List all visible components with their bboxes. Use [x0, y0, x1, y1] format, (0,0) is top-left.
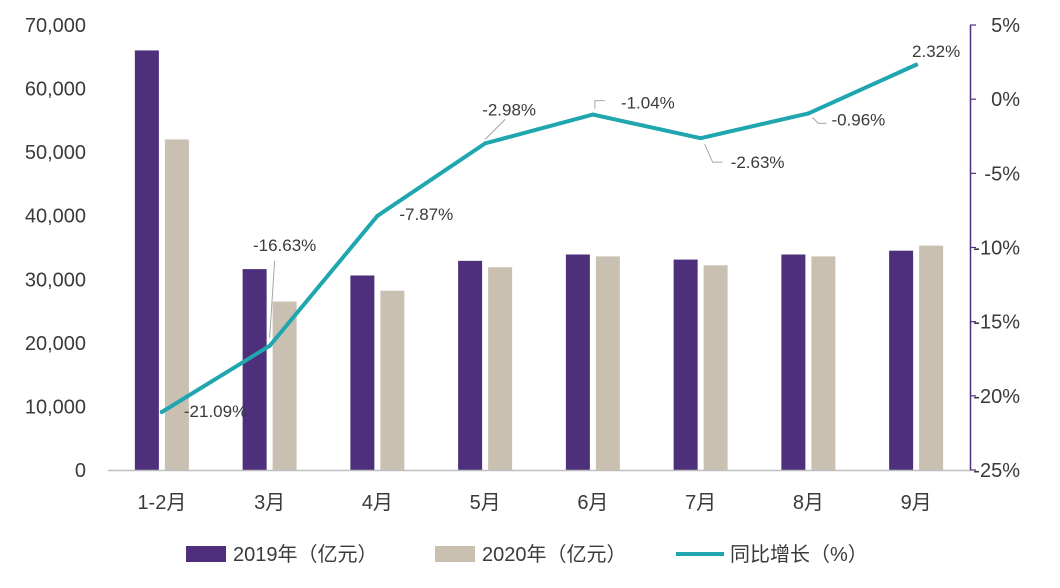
- bar-2019: [889, 250, 914, 470]
- y-left-tick-label: 10,000: [25, 396, 86, 418]
- bar-2020: [919, 245, 944, 470]
- growth-data-label: -1.04%: [621, 94, 675, 113]
- growth-point: [590, 112, 595, 117]
- x-tick-label: 4月: [362, 492, 393, 514]
- x-tick-label: 9月: [901, 492, 932, 514]
- growth-data-label: -2.98%: [482, 100, 536, 119]
- y-right-tick-label: 0%: [991, 89, 1020, 111]
- y-right-tick-label: -5%: [984, 163, 1020, 185]
- x-tick-label: 6月: [577, 492, 608, 514]
- bar-2019: [134, 50, 159, 471]
- legend-label-2020: 2020年（亿元）: [482, 543, 627, 566]
- y-left-tick-label: 0: [75, 460, 86, 482]
- legend-label-2019: 2019年（亿元）: [233, 543, 378, 566]
- growth-data-label: -16.63%: [253, 236, 316, 255]
- bar-2020: [595, 256, 620, 470]
- y-left-tick-label: 40,000: [25, 206, 86, 228]
- bar-2020: [164, 139, 189, 470]
- bar-2019: [565, 254, 590, 470]
- y-left-tick-label: 70,000: [25, 15, 86, 37]
- growth-point: [914, 62, 919, 67]
- bar-2020: [488, 267, 513, 470]
- x-tick-label: 7月: [685, 492, 716, 514]
- x-tick-label: 5月: [470, 492, 501, 514]
- growth-point: [698, 136, 703, 141]
- x-tick-label: 1-2月: [137, 492, 186, 514]
- growth-data-label: -7.87%: [399, 205, 453, 224]
- bar-2019: [242, 269, 267, 470]
- y-left-tick-label: 60,000: [25, 79, 86, 101]
- y-right-tick-label: -20%: [973, 386, 1020, 408]
- y-right-tick-label: 5%: [991, 15, 1020, 37]
- growth-data-label: -21.09%: [184, 402, 247, 421]
- y-left-tick-label: 20,000: [25, 333, 86, 355]
- growth-point: [806, 111, 811, 116]
- bar-2020: [703, 265, 728, 470]
- legend-swatch-2020: [435, 546, 475, 562]
- bar-2019: [350, 275, 375, 470]
- legend-swatch-2019: [186, 546, 226, 562]
- growth-point: [483, 141, 488, 146]
- legend-label-growth: 同比增长（%）: [730, 543, 868, 566]
- y-left-tick-label: 30,000: [25, 269, 86, 291]
- data-label-leader: [269, 260, 276, 338]
- y-right-tick-label: -10%: [973, 238, 1020, 260]
- y-right-tick-label: -25%: [973, 460, 1020, 482]
- growth-data-label: -2.63%: [731, 153, 785, 172]
- data-label-leader: [484, 119, 506, 140]
- growth-data-label: 2.32%: [912, 42, 960, 61]
- growth-data-label: -0.96%: [831, 110, 885, 129]
- y-right-tick-label: -15%: [973, 312, 1020, 334]
- data-label-leader: [594, 100, 605, 109]
- bar-2019: [458, 260, 483, 470]
- growth-point: [159, 410, 164, 415]
- x-tick-label: 3月: [254, 492, 285, 514]
- bar-2019: [781, 254, 806, 470]
- data-label-leader: [812, 117, 827, 124]
- growth-point: [375, 213, 380, 218]
- growth-point: [267, 343, 272, 348]
- growth-line: [159, 62, 919, 415]
- x-tick-label: 8月: [793, 492, 824, 514]
- bar-2019: [673, 259, 698, 470]
- bar-2020: [380, 290, 405, 470]
- bar-2020: [811, 256, 836, 470]
- data-label-leader: [704, 143, 723, 163]
- y-left-tick-label: 50,000: [25, 142, 86, 164]
